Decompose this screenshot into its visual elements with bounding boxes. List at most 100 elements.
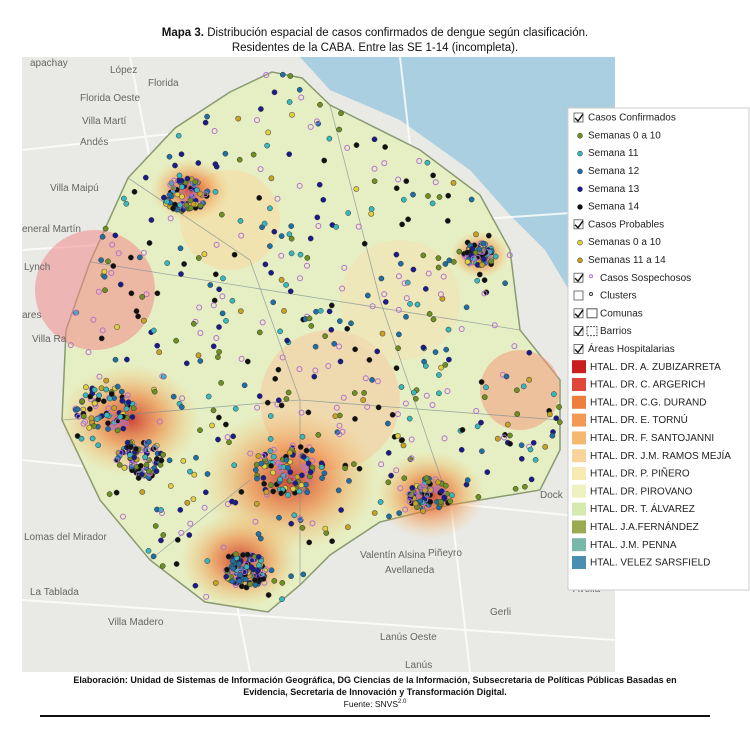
- case-dot: [315, 223, 322, 229]
- legend-label: Semanas 0 a 10: [588, 130, 661, 141]
- legend-swatch: [572, 538, 586, 552]
- case-dot: [389, 411, 396, 418]
- case-dot: [262, 261, 269, 268]
- title: Mapa 3. Distribución espacial de casos c…: [162, 27, 588, 39]
- legend-dot: [577, 168, 583, 175]
- case-dot: [102, 225, 109, 232]
- case-dot: [289, 442, 296, 449]
- case-dot: [167, 483, 174, 489]
- case-dot: [131, 188, 138, 195]
- case-dot: [408, 436, 415, 443]
- case-dot: [272, 375, 279, 382]
- case-dot: [113, 457, 120, 464]
- case-dot: [300, 453, 307, 460]
- case-dot: [503, 373, 510, 380]
- case-dot: [397, 485, 404, 492]
- case-dot: [283, 457, 290, 463]
- case-dot: [298, 482, 305, 489]
- hospital-area: [35, 230, 155, 350]
- case-dot: [277, 466, 284, 473]
- case-dot: [268, 462, 274, 469]
- case-dot: [219, 293, 226, 300]
- case-dot: [351, 390, 358, 396]
- case-dot: [275, 460, 282, 467]
- case-dot: [476, 246, 483, 252]
- case-dot: [403, 295, 410, 302]
- case-dot: [181, 261, 187, 267]
- case-dot: [306, 315, 313, 322]
- source-sup: 2.0: [398, 699, 407, 705]
- case-dot: [142, 454, 148, 460]
- case-dot: [204, 113, 210, 120]
- case-dot: [317, 307, 324, 314]
- case-dot: [308, 323, 315, 329]
- case-dot: [278, 402, 285, 409]
- case-dot: [289, 476, 296, 482]
- case-dot: [329, 538, 335, 545]
- legend-label: Semana 11: [588, 148, 639, 159]
- case-dot: [156, 418, 163, 425]
- case-dot: [405, 216, 411, 223]
- case-dot: [218, 380, 224, 386]
- case-dot: [230, 433, 237, 440]
- legend-label: HTAL. DR. A. ZUBIZARRETA: [590, 362, 721, 373]
- title-label: Mapa 3.: [162, 27, 204, 39]
- case-dot: [161, 194, 167, 201]
- case-dot: [393, 467, 400, 474]
- case-dot: [278, 276, 285, 283]
- case-dot: [435, 255, 442, 261]
- case-dot: [108, 270, 115, 276]
- case-dot: [257, 166, 264, 173]
- case-dot: [79, 398, 86, 405]
- legend-swatch: [586, 326, 598, 337]
- case-dot: [187, 468, 193, 475]
- legend-swatch: [572, 556, 586, 569]
- case-dot: [261, 220, 268, 227]
- case-dot: [382, 299, 389, 305]
- case-dot: [401, 475, 408, 482]
- case-dot: [437, 291, 444, 298]
- case-dot: [202, 119, 209, 126]
- case-dot: [279, 580, 286, 586]
- case-dot: [341, 264, 348, 271]
- case-dot: [434, 485, 441, 492]
- case-dot: [105, 405, 112, 412]
- case-dot: [125, 399, 132, 406]
- place-label: López: [110, 65, 137, 76]
- case-dot: [248, 564, 255, 570]
- case-dot: [480, 240, 487, 247]
- case-dot: [264, 142, 270, 149]
- case-dot: [224, 434, 231, 441]
- legend-label: HTAL. DR. C. ARGERICH: [590, 380, 705, 391]
- case-dot: [424, 491, 431, 498]
- case-dot: [300, 571, 307, 578]
- case-dot: [406, 498, 413, 505]
- place-label: Andés: [80, 137, 108, 148]
- case-dot: [223, 573, 230, 580]
- case-dot: [306, 539, 313, 546]
- case-dot: [276, 514, 282, 521]
- case-dot: [237, 308, 244, 314]
- case-dot: [159, 563, 166, 569]
- case-dot: [96, 373, 103, 380]
- case-dot: [526, 349, 533, 356]
- case-dot: [381, 160, 388, 167]
- case-dot: [154, 342, 161, 349]
- case-dot: [114, 418, 121, 425]
- case-dot: [371, 178, 378, 185]
- case-dot: [406, 415, 413, 422]
- case-dot: [183, 202, 190, 209]
- case-dot: [335, 487, 342, 494]
- case-dot: [255, 531, 262, 537]
- case-dot: [89, 435, 96, 442]
- case-dot: [473, 408, 480, 414]
- case-dot: [382, 144, 388, 150]
- case-dot: [305, 460, 312, 467]
- case-dot: [446, 356, 452, 363]
- case-dot: [178, 529, 185, 536]
- case-dot: [170, 205, 176, 212]
- case-dot: [117, 449, 124, 456]
- case-dot: [488, 258, 495, 265]
- case-dot: [344, 325, 351, 332]
- case-dot: [331, 340, 338, 347]
